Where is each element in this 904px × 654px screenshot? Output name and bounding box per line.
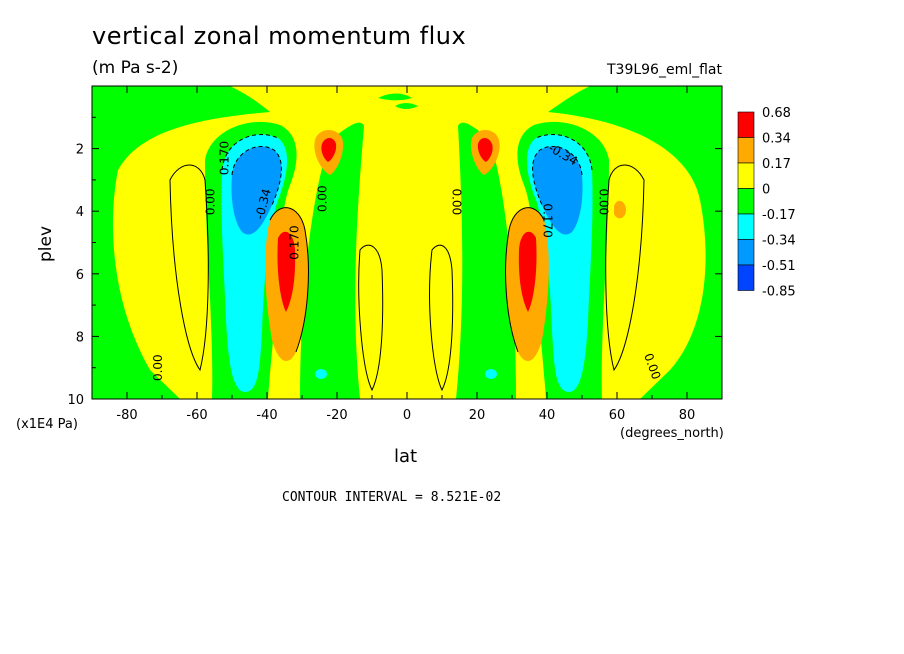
nh-cyan-spot xyxy=(485,369,497,379)
x-tick-label: 0 xyxy=(403,408,411,423)
y-tick-label: 6 xyxy=(76,268,84,283)
y-tick-label: 10 xyxy=(67,393,84,408)
chart-title: vertical zonal momentum flux xyxy=(92,22,467,50)
contour-label: 0.00 xyxy=(597,188,611,215)
contour-label: 0.00 xyxy=(316,185,330,212)
colorbar-label: -0.51 xyxy=(762,259,796,274)
y-axis: 2 4 6 8 10 xyxy=(67,116,722,408)
x-tick-label: -80 xyxy=(116,408,137,423)
sh-upper-red xyxy=(321,138,337,162)
sh-edge-green xyxy=(92,86,270,399)
colorbar-label: -0.34 xyxy=(762,234,796,249)
contour-label: 0.00 xyxy=(204,188,218,215)
y-axis-units: (x1E4 Pa) xyxy=(16,417,78,432)
colorbar-label: 0.17 xyxy=(762,157,791,172)
colorbar-swatch-6 xyxy=(737,264,755,291)
contour-label: 0.170 xyxy=(541,203,555,237)
nh-upper-red xyxy=(477,138,493,162)
x-tick-label: -20 xyxy=(326,408,347,423)
x-tick-label: -60 xyxy=(186,408,207,423)
contour-field xyxy=(92,86,722,399)
x-tick-label: 40 xyxy=(539,408,556,423)
sh-pos-red xyxy=(277,231,296,312)
colorbar-swatch-4 xyxy=(737,213,755,240)
x-tick-label: 60 xyxy=(609,408,626,423)
contour-label: 0.00 xyxy=(450,188,464,215)
top-green-blob xyxy=(378,93,412,101)
x-tick-label: 80 xyxy=(679,408,696,423)
nh-edge-green xyxy=(548,86,722,399)
colorbar-label: 0.68 xyxy=(762,106,791,121)
contour-label: 0.00 xyxy=(151,354,165,381)
colorbar-label: -0.85 xyxy=(762,285,796,300)
nh-small-orange xyxy=(614,200,626,219)
top-green-blob-2 xyxy=(395,103,418,109)
contour-lines xyxy=(169,134,645,392)
colorbar-swatch-0 xyxy=(737,111,755,138)
y-tick-label: 2 xyxy=(76,143,84,158)
colorbar-label: 0 xyxy=(762,183,770,198)
x-axis: -80 -60 -40 -20 0 20 40 60 80 xyxy=(116,86,723,423)
x-tick-label: -40 xyxy=(256,408,277,423)
colorbar-swatch-1 xyxy=(737,137,755,164)
colorbar-swatch-2 xyxy=(737,162,755,189)
nh-inner-green xyxy=(456,122,516,399)
x-axis-label: lat xyxy=(394,446,418,467)
sh-neg-blue xyxy=(231,146,282,235)
colorbar-label: 0.34 xyxy=(762,132,791,147)
nh-pos-red xyxy=(518,231,537,312)
y-tick-label: 4 xyxy=(76,205,84,220)
run-label: T39L96_eml_flat xyxy=(606,62,722,78)
colorbar-swatch-5 xyxy=(737,239,755,266)
sh-cyan-spot xyxy=(315,369,327,379)
y-tick-label: 8 xyxy=(76,330,84,345)
sh-inner-green xyxy=(300,122,364,399)
x-tick-label: 20 xyxy=(469,408,486,423)
contour-label: 0.170 xyxy=(288,225,302,259)
contour-interval: CONTOUR INTERVAL = 8.521E-02 xyxy=(282,490,502,505)
nh-neg-blue xyxy=(532,146,583,235)
chart-units: (m Pa s-2) xyxy=(92,58,179,78)
colorbar: 0.68 0.34 0.17 0 -0.17 -0.34 -0.51 -0.85 xyxy=(737,106,796,300)
x-axis-units: (degrees_north) xyxy=(620,426,724,441)
colorbar-label: -0.17 xyxy=(762,208,796,223)
contour-label: 0.170 xyxy=(218,141,232,175)
field-yellow-bg xyxy=(92,86,722,399)
colorbar-swatch-3 xyxy=(737,188,755,215)
